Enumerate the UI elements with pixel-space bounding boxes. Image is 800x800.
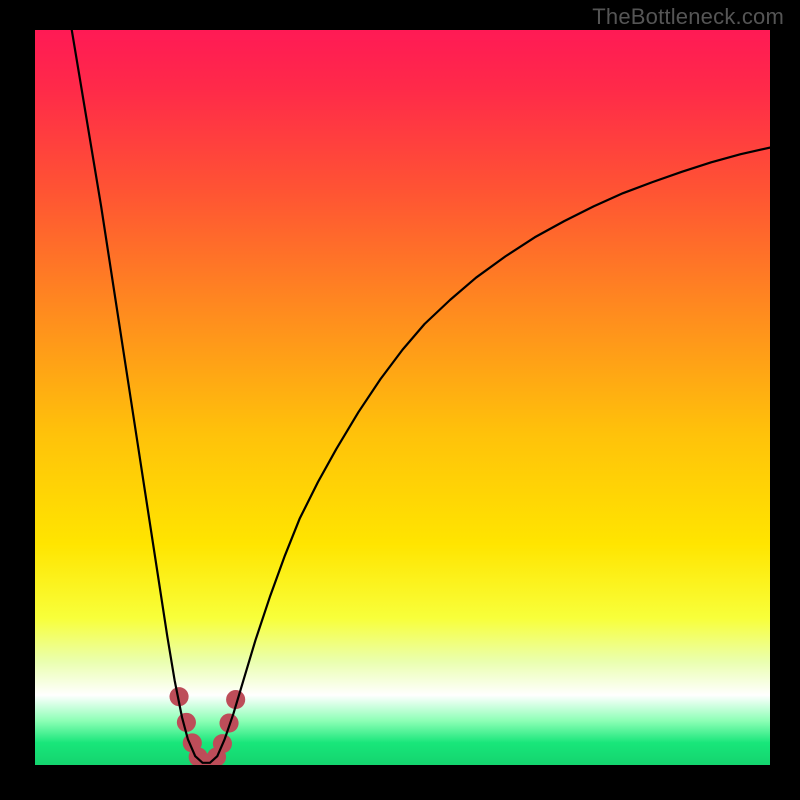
- chart-stage: TheBottleneck.com: [0, 0, 800, 800]
- gradient-background: [35, 30, 770, 765]
- plot-area: [35, 30, 770, 765]
- watermark-text: TheBottleneck.com: [592, 4, 784, 30]
- bottleneck-curve-chart: [35, 30, 770, 765]
